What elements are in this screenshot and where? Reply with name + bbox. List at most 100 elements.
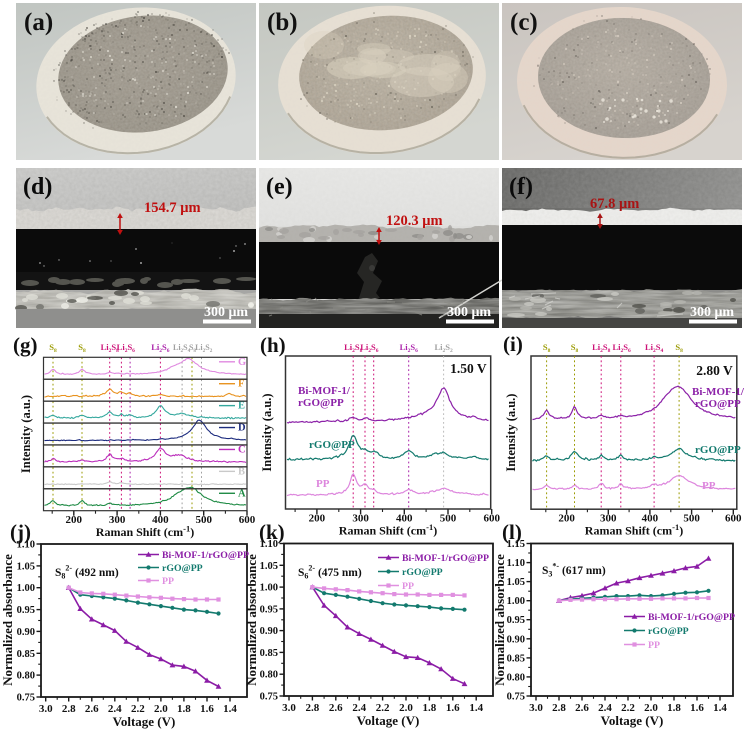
svg-text:1.8: 1.8 [423, 702, 437, 714]
svg-text:(b): (b) [267, 9, 298, 36]
svg-text:Li2S6: Li2S6 [151, 342, 170, 354]
svg-text:S8: S8 [78, 342, 86, 354]
svg-text:PP: PP [402, 581, 414, 592]
svg-text:PP: PP [702, 480, 716, 492]
svg-text:Li2S2: Li2S2 [195, 343, 213, 354]
svg-text:1.05: 1.05 [17, 561, 35, 572]
svg-text:S82- (492 nm): S82- (492 nm) [55, 564, 119, 581]
svg-text:Li2S8: Li2S8 [592, 342, 611, 354]
svg-text:0.90: 0.90 [507, 634, 525, 645]
svg-text:0.85: 0.85 [260, 648, 278, 659]
svg-text:1.6: 1.6 [690, 702, 704, 714]
svg-text:S8: S8 [189, 343, 196, 354]
svg-text:Voltage (V): Voltage (V) [357, 713, 420, 728]
svg-text:B: B [238, 466, 245, 477]
svg-text:C: C [238, 444, 246, 455]
svg-text:S62- (475 nm): S62- (475 nm) [298, 564, 362, 581]
svg-text:Li2S6: Li2S6 [612, 342, 631, 354]
svg-text:Bi-MOF-1/: Bi-MOF-1/ [692, 386, 745, 398]
svg-text:Raman Shift (cm-1): Raman Shift (cm-1) [339, 522, 437, 538]
svg-text:(k): (k) [259, 520, 285, 544]
svg-text:2.8: 2.8 [306, 702, 320, 714]
svg-text:67.8 μm: 67.8 μm [590, 196, 639, 212]
svg-text:0.80: 0.80 [260, 670, 278, 681]
svg-text:Li2S6: Li2S6 [360, 342, 379, 354]
svg-text:2.0: 2.0 [399, 702, 413, 714]
svg-text:0.95: 0.95 [260, 604, 278, 615]
svg-text:(e): (e) [266, 174, 293, 200]
svg-text:(d): (d) [23, 174, 52, 200]
svg-text:2.8: 2.8 [552, 702, 566, 714]
svg-text:(h): (h) [260, 333, 286, 357]
svg-text:1.00: 1.00 [260, 583, 278, 594]
svg-text:S8: S8 [543, 342, 551, 354]
svg-text:Li2S6: Li2S6 [400, 342, 419, 354]
svg-text:Intensity (a.u.): Intensity (a.u.) [504, 394, 518, 472]
svg-text:Li2S8: Li2S8 [344, 342, 363, 354]
svg-text:(a): (a) [24, 9, 53, 36]
svg-text:3.0: 3.0 [529, 702, 543, 714]
svg-text:200: 200 [309, 513, 326, 525]
svg-text:0.95: 0.95 [17, 605, 35, 616]
svg-text:0.90: 0.90 [260, 626, 278, 637]
svg-text:A: A [238, 488, 246, 499]
svg-text:rGO@PP: rGO@PP [162, 563, 203, 574]
svg-text:1.6: 1.6 [446, 702, 460, 714]
svg-text:2.4: 2.4 [352, 702, 366, 714]
svg-text:1.05: 1.05 [507, 577, 525, 588]
svg-text:PP: PP [316, 478, 330, 490]
svg-text:2.80 V: 2.80 V [696, 363, 733, 378]
svg-text:2.6: 2.6 [329, 702, 343, 714]
svg-text:(f): (f) [509, 174, 533, 200]
svg-text:F: F [238, 379, 244, 390]
svg-text:0.90: 0.90 [17, 627, 35, 638]
svg-text:0.80: 0.80 [507, 672, 525, 683]
svg-text:0.75: 0.75 [507, 692, 525, 703]
svg-text:2.4: 2.4 [108, 703, 122, 715]
svg-text:rGO@PP: rGO@PP [309, 439, 355, 451]
svg-text:1.8: 1.8 [177, 703, 191, 715]
svg-text:Intensity (a.u.): Intensity (a.u.) [260, 393, 274, 471]
svg-text:Bi-MOF-1/rGO@PP: Bi-MOF-1/rGO@PP [648, 612, 735, 623]
svg-text:2.0: 2.0 [644, 702, 658, 714]
svg-text:(j): (j) [10, 520, 31, 544]
svg-text:Bi-MOF-1/: Bi-MOF-1/ [298, 385, 351, 397]
svg-text:Voltage (V): Voltage (V) [113, 714, 176, 729]
svg-text:500: 500 [683, 513, 700, 525]
svg-text:1.10: 1.10 [260, 539, 278, 550]
svg-text:1.50 V: 1.50 V [450, 361, 487, 376]
svg-text:400: 400 [152, 514, 169, 526]
svg-text:S8: S8 [675, 342, 683, 354]
svg-text:600: 600 [725, 513, 742, 525]
svg-text:2.6: 2.6 [85, 703, 99, 715]
svg-text:3.0: 3.0 [39, 703, 53, 715]
svg-text:500: 500 [195, 514, 212, 526]
svg-text:Li2S2: Li2S2 [434, 342, 453, 354]
svg-text:(i): (i) [503, 332, 523, 356]
svg-text:500: 500 [440, 513, 457, 525]
svg-text:1.10: 1.10 [17, 540, 35, 551]
svg-text:Bi-MOF-1/rGO@PP: Bi-MOF-1/rGO@PP [402, 553, 489, 564]
svg-text:1.6: 1.6 [200, 703, 214, 715]
svg-text:1.05: 1.05 [260, 561, 278, 572]
svg-text:600: 600 [483, 513, 500, 525]
svg-text:Li2S4: Li2S4 [173, 343, 191, 354]
svg-text:2.4: 2.4 [598, 702, 612, 714]
svg-text:1.00: 1.00 [17, 583, 35, 594]
svg-text:0.75: 0.75 [17, 693, 35, 704]
svg-text:2.6: 2.6 [575, 702, 589, 714]
svg-text:rGO@PP: rGO@PP [695, 398, 741, 410]
svg-text:rGO@PP: rGO@PP [648, 626, 689, 637]
svg-text:0.85: 0.85 [507, 653, 525, 664]
svg-text:(c): (c) [510, 9, 538, 36]
svg-text:(g): (g) [13, 333, 38, 357]
svg-text:1.4: 1.4 [469, 702, 483, 714]
svg-text:300 μm: 300 μm [204, 305, 248, 320]
svg-text:rGO@PP: rGO@PP [695, 444, 741, 456]
svg-text:Normalized absorbance: Normalized absorbance [244, 554, 259, 686]
svg-text:S8: S8 [49, 342, 57, 354]
svg-text:Normalized absorbance: Normalized absorbance [492, 554, 507, 686]
svg-text:300 μm: 300 μm [690, 305, 734, 320]
svg-text:300 μm: 300 μm [447, 305, 491, 320]
svg-text:600: 600 [239, 514, 256, 526]
